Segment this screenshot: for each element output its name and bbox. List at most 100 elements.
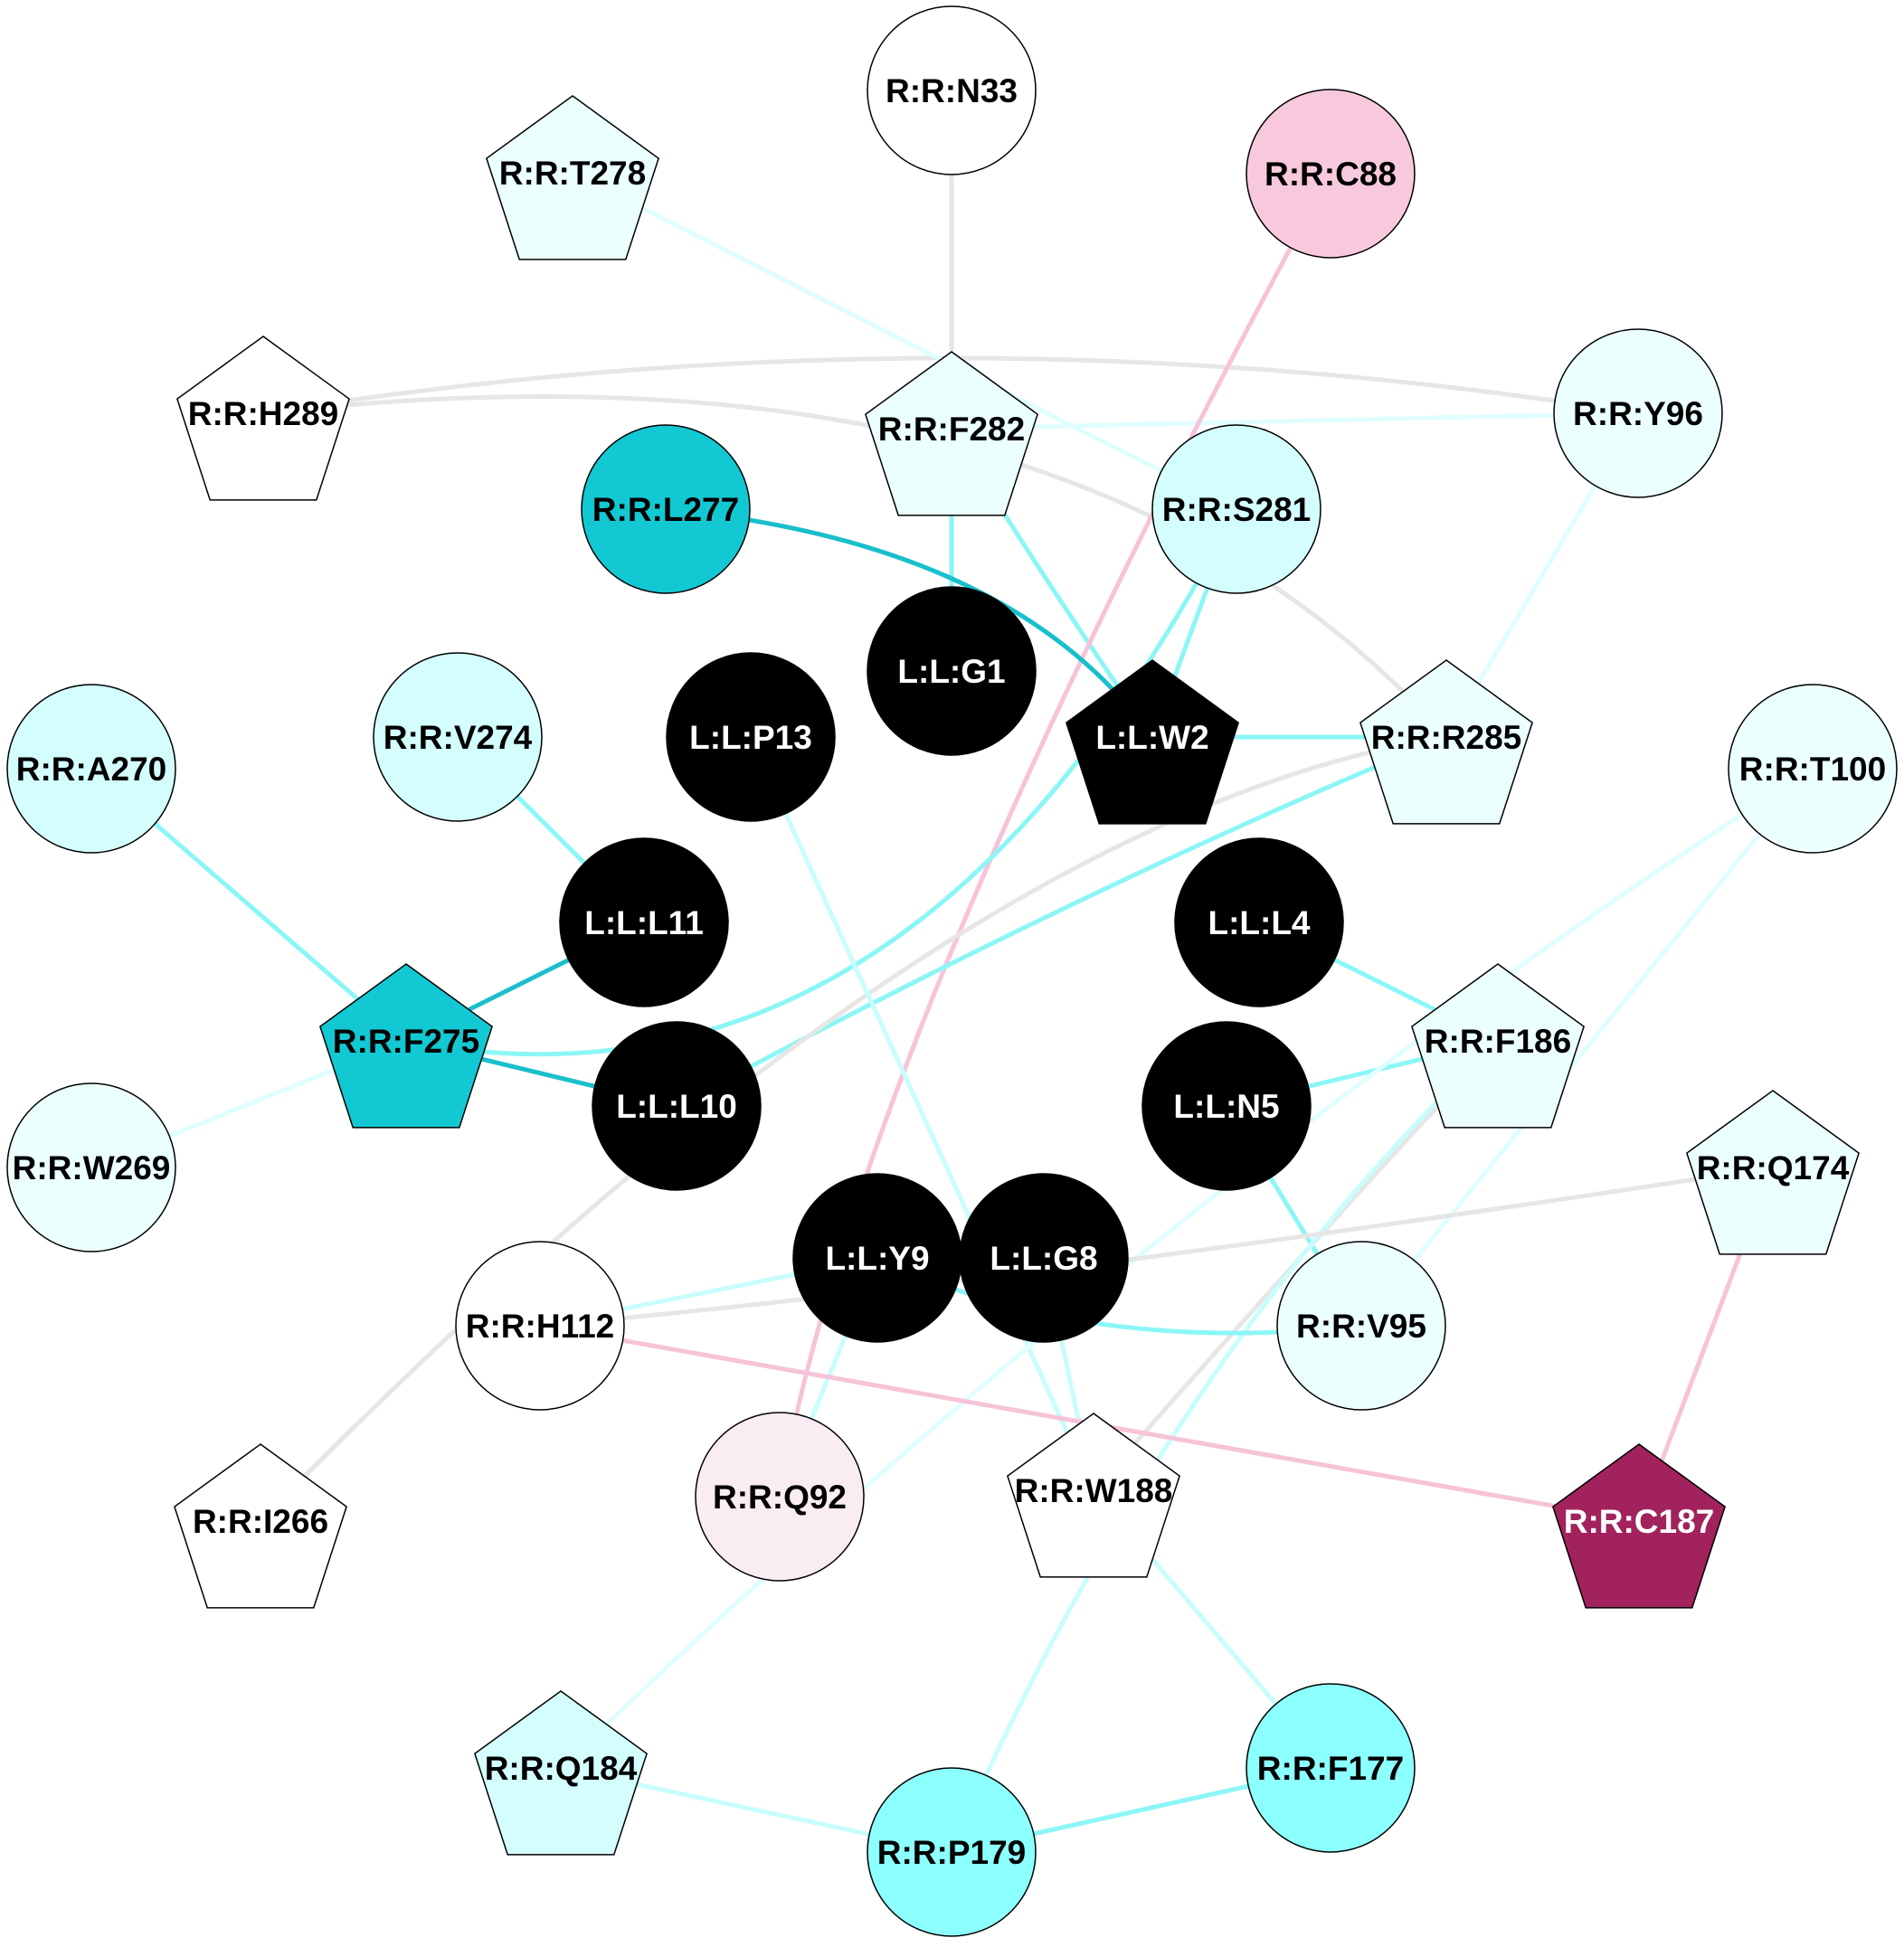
node-label: L:L:G8	[990, 1240, 1097, 1277]
node-label: R:R:L277	[592, 491, 739, 528]
node-r-r-c187: R:R:C187	[1552, 1443, 1726, 1609]
node-r-r-l277: R:R:L277	[581, 424, 751, 594]
node-shape-pentagon	[1552, 1443, 1726, 1609]
node-l-l-g8: L:L:G8	[959, 1173, 1129, 1343]
edge-r-r-t278-to-r-r-s281	[571, 170, 1238, 512]
node-label: R:R:Y96	[1573, 395, 1703, 432]
node-r-r-s281: R:R:S281	[1151, 424, 1321, 594]
node-label: R:R:W269	[13, 1149, 171, 1186]
node-r-r-h112: R:R:H112	[455, 1241, 625, 1411]
node-r-r-w188: R:R:W188	[1007, 1413, 1180, 1578]
node-label: R:R:H112	[466, 1308, 615, 1345]
node-label: L:L:Y9	[825, 1240, 929, 1277]
node-shape-circle	[1276, 1241, 1446, 1411]
node-shape-circle	[867, 1767, 1037, 1937]
node-r-r-q184: R:R:Q184	[474, 1690, 648, 1856]
node-r-r-w269: R:R:W269	[6, 1082, 176, 1252]
node-label: R:R:T100	[1739, 751, 1886, 788]
node-shape-pentagon	[1066, 659, 1239, 825]
node-shape-circle	[581, 424, 751, 594]
node-label: L:L:L10	[616, 1088, 737, 1125]
node-l-l-w2: L:L:W2	[1066, 659, 1239, 825]
node-label: R:R:A270	[16, 751, 167, 788]
node-label: R:R:C88	[1265, 156, 1397, 193]
node-r-r-v274: R:R:V274	[373, 652, 543, 822]
node-label: R:R:Q92	[713, 1479, 847, 1516]
node-l-l-p13: L:L:P13	[666, 652, 836, 822]
node-shape-pentagon	[174, 1443, 347, 1609]
node-l-l-l11: L:L:L11	[559, 837, 729, 1007]
edge-l-l-p13-to-r-r-w188	[748, 735, 1096, 1492]
node-r-r-h289: R:R:H289	[176, 336, 350, 501]
node-shape-circle	[6, 1082, 176, 1252]
node-shape-pentagon	[474, 1690, 648, 1856]
edge-r-r-t100-to-r-r-v95	[1359, 767, 1814, 1328]
node-shape-pentagon	[1411, 963, 1585, 1129]
node-r-r-r285: R:R:R285	[1359, 659, 1533, 825]
node-shape-circle	[1246, 1683, 1416, 1853]
node-r-r-f177: R:R:F177	[1246, 1683, 1416, 1853]
node-shape-circle	[592, 1021, 762, 1191]
node-label: R:R:F177	[1257, 1750, 1404, 1787]
node-label: R:R:P179	[877, 1834, 1027, 1871]
node-label: L:L:N5	[1173, 1088, 1279, 1125]
node-label: R:R:H289	[188, 395, 339, 432]
node-label: L:L:P13	[689, 719, 812, 756]
node-label: R:R:I266	[193, 1503, 328, 1540]
node-r-r-t100: R:R:T100	[1728, 684, 1898, 854]
node-shape-circle	[559, 837, 729, 1007]
node-r-r-f282: R:R:F282	[865, 351, 1038, 516]
node-shape-pentagon	[319, 963, 493, 1129]
node-shape-circle	[666, 652, 836, 822]
node-r-r-c88: R:R:C88	[1246, 89, 1416, 259]
node-shape-pentagon	[1686, 1090, 1860, 1255]
node-shape-circle	[1728, 684, 1898, 854]
node-shape-circle	[1553, 328, 1723, 498]
node-shape-circle	[455, 1241, 625, 1411]
node-r-r-a270: R:R:A270	[6, 684, 176, 854]
node-shape-circle	[1141, 1021, 1312, 1191]
edge-r-r-q174-to-r-r-h112	[539, 1165, 1774, 1328]
node-label: R:R:W188	[1015, 1472, 1173, 1509]
node-r-r-n33: R:R:N33	[867, 5, 1037, 175]
node-r-r-t278: R:R:T278	[486, 95, 659, 260]
node-shape-circle	[1151, 424, 1321, 594]
node-label: R:R:F275	[333, 1023, 479, 1060]
node-label: R:R:Q184	[485, 1750, 638, 1787]
node-shape-pentagon	[1359, 659, 1533, 825]
node-label: R:R:S281	[1162, 491, 1312, 528]
node-shape-pentagon	[1007, 1413, 1180, 1578]
node-label: R:R:F186	[1425, 1023, 1571, 1060]
node-label: R:R:V274	[384, 719, 533, 756]
node-shape-circle	[6, 684, 176, 854]
node-label: R:R:Q174	[1697, 1149, 1850, 1186]
edge-r-r-t100-to-r-r-q184	[559, 766, 1814, 1770]
node-shape-circle	[867, 5, 1037, 175]
node-shape-pentagon	[486, 95, 659, 260]
edge-r-r-f282-to-r-r-y96	[951, 411, 1639, 431]
node-label: R:R:N33	[886, 72, 1018, 109]
node-l-l-y9: L:L:Y9	[792, 1173, 962, 1343]
node-label: L:L:G1	[897, 653, 1005, 690]
node-label: L:L:W2	[1095, 719, 1208, 756]
node-shape-pentagon	[176, 336, 350, 501]
node-r-r-y96: R:R:Y96	[1553, 328, 1723, 498]
node-l-l-n5: L:L:N5	[1141, 1021, 1312, 1191]
node-shape-circle	[695, 1412, 865, 1582]
node-shape-circle	[373, 652, 543, 822]
nodes-layer: R:R:N33 R:R:C88 R:R:T278 R:R:H289 R:R:F282 R:…	[6, 5, 1898, 1937]
edge-r-r-l277-to-l-l-w2	[665, 506, 1155, 739]
node-r-r-f186: R:R:F186	[1411, 963, 1585, 1129]
edge-r-r-f186-to-r-r-p179	[949, 1039, 1500, 1853]
node-r-r-q92: R:R:Q92	[695, 1412, 865, 1582]
node-label: L:L:L11	[584, 904, 704, 941]
node-label: R:R:R285	[1371, 719, 1522, 756]
node-r-r-f275: R:R:F275	[319, 963, 493, 1129]
node-shape-pentagon	[865, 351, 1038, 516]
node-shape-circle	[959, 1173, 1129, 1343]
node-label: R:R:V95	[1296, 1308, 1426, 1345]
node-r-r-i266: R:R:I266	[174, 1443, 347, 1609]
node-label: R:R:F282	[878, 411, 1025, 448]
node-l-l-l4: L:L:L4	[1174, 837, 1344, 1007]
